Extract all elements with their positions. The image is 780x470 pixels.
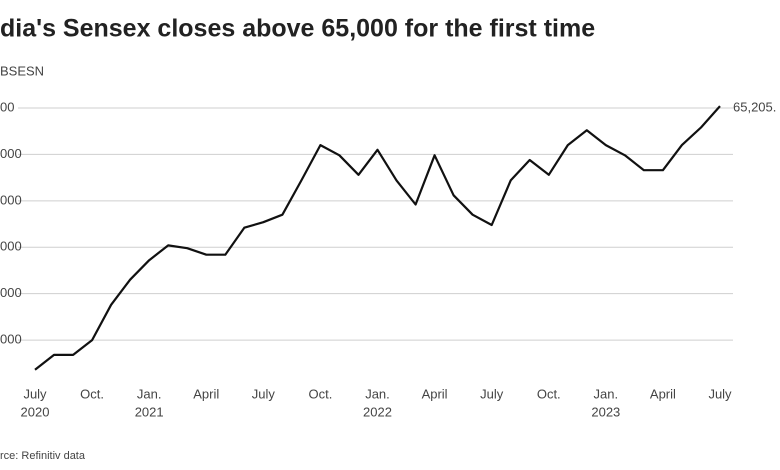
- x-tick-year: 2022: [363, 404, 392, 419]
- y-tick-label: 000: [0, 285, 22, 300]
- x-tick-label: Jan.: [137, 386, 162, 401]
- x-tick-label: Jan.: [365, 386, 390, 401]
- y-tick-label: 000: [0, 239, 22, 254]
- y-tick-label: 000: [0, 146, 22, 161]
- x-tick-label: July: [708, 386, 732, 401]
- x-tick-label: April: [422, 386, 448, 401]
- y-tick-label: 000: [0, 332, 22, 347]
- x-tick-label: Oct.: [80, 386, 104, 401]
- x-tick-label: Oct.: [308, 386, 332, 401]
- y-tick-label: 000: [0, 192, 22, 207]
- chart-subtitle: BSESN: [0, 63, 44, 78]
- chart-title: dia's Sensex closes above 65,000 for the…: [0, 15, 595, 43]
- x-tick-label: Jan.: [594, 386, 619, 401]
- end-value-label: 65,205.: [733, 100, 776, 115]
- x-tick-label: July: [23, 386, 47, 401]
- source-note: rce: Refinitiv data: [0, 450, 86, 462]
- price-line: [34, 105, 721, 371]
- x-tick-year: 2021: [135, 404, 164, 419]
- x-tick-label: Oct.: [537, 386, 561, 401]
- y-tick-label: 00: [0, 99, 14, 114]
- x-tick-year: 2020: [21, 404, 50, 419]
- x-tick-label: July: [252, 386, 276, 401]
- x-tick-label: July: [480, 386, 504, 401]
- x-tick-label: April: [650, 386, 676, 401]
- x-tick-label: April: [193, 386, 219, 401]
- x-tick-year: 2023: [591, 404, 620, 419]
